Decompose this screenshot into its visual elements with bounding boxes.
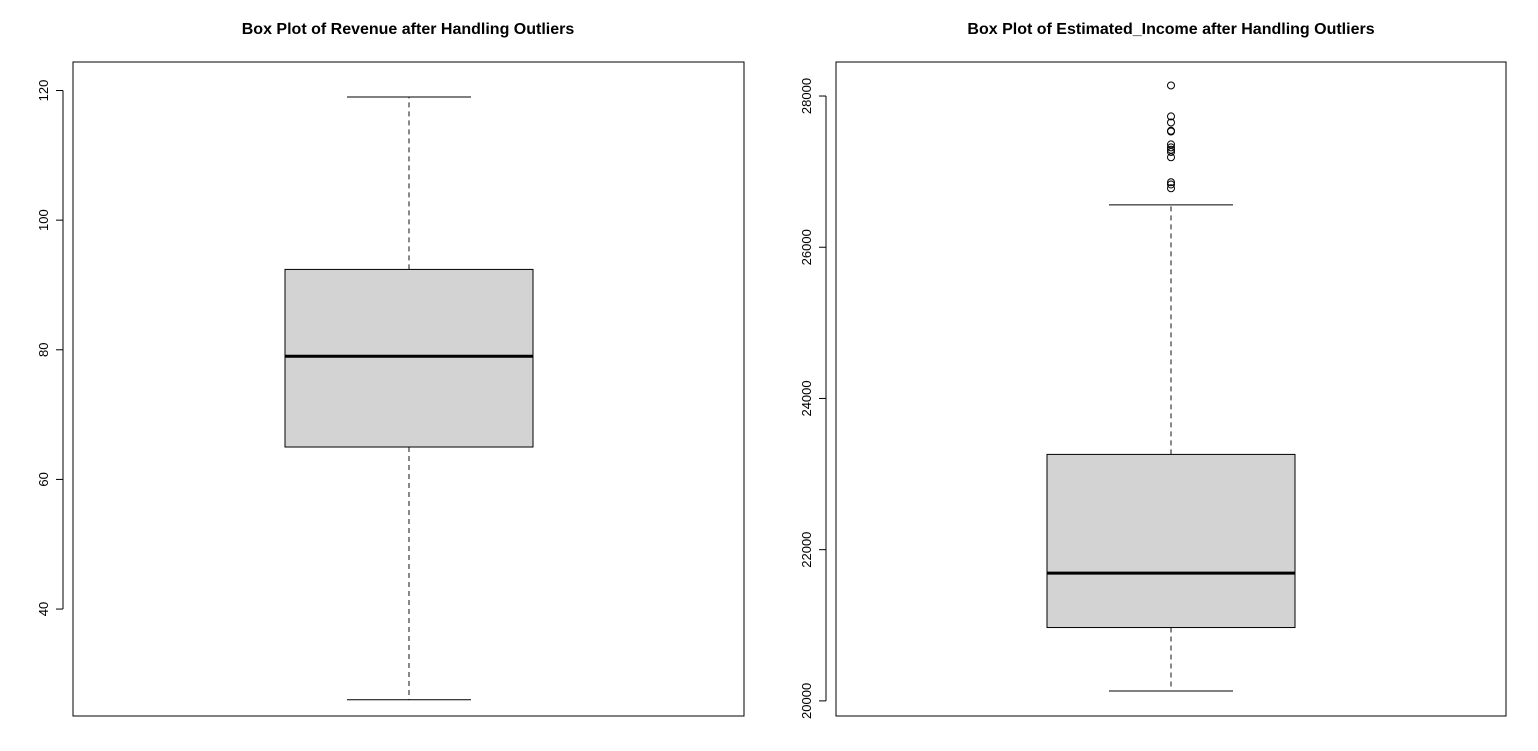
y-tick-label: 40 [36, 602, 51, 616]
outlier-point [1167, 140, 1175, 149]
outlier-point [1167, 178, 1175, 187]
iqr-box [1046, 453, 1296, 629]
outlier-point [1167, 112, 1175, 121]
outlier-point [1167, 180, 1175, 189]
y-tick-label: 120 [36, 80, 51, 102]
outlier-point [1167, 81, 1175, 90]
y-tick-label: 20000 [799, 683, 814, 719]
outlier-point [1167, 118, 1175, 127]
chart-marks: 40 60 80 100 120 [36, 80, 534, 701]
outlier-point [1167, 145, 1175, 154]
outlier-point [1167, 127, 1175, 136]
y-tick-label: 24000 [799, 380, 814, 416]
outlier-point [1167, 147, 1175, 156]
y-tick-label: 100 [36, 209, 51, 231]
y-tick-label: 26000 [799, 229, 814, 265]
y-tick-label: 60 [36, 472, 51, 486]
chart-title: Box Plot of Revenue after Handling Outli… [242, 21, 575, 38]
chart-estimated-income: Box Plot of Estimated_Income after Handl… [799, 21, 1507, 719]
iqr-box [284, 268, 534, 448]
outlier-point [1167, 153, 1175, 162]
y-tick-label: 22000 [799, 532, 814, 568]
chart-revenue: Box Plot of Revenue after Handling Outli… [36, 21, 745, 717]
chart-marks: 20000 22000 24000 26000 28000 [799, 78, 1296, 719]
y-tick-label: 28000 [799, 78, 814, 114]
chart-title: Box Plot of Estimated_Income after Handl… [967, 21, 1374, 38]
plot-frame [835, 61, 1507, 717]
plot-frame [72, 61, 745, 717]
y-tick-label: 80 [36, 343, 51, 357]
outlier-point [1167, 143, 1175, 152]
outlier-point [1167, 184, 1175, 193]
